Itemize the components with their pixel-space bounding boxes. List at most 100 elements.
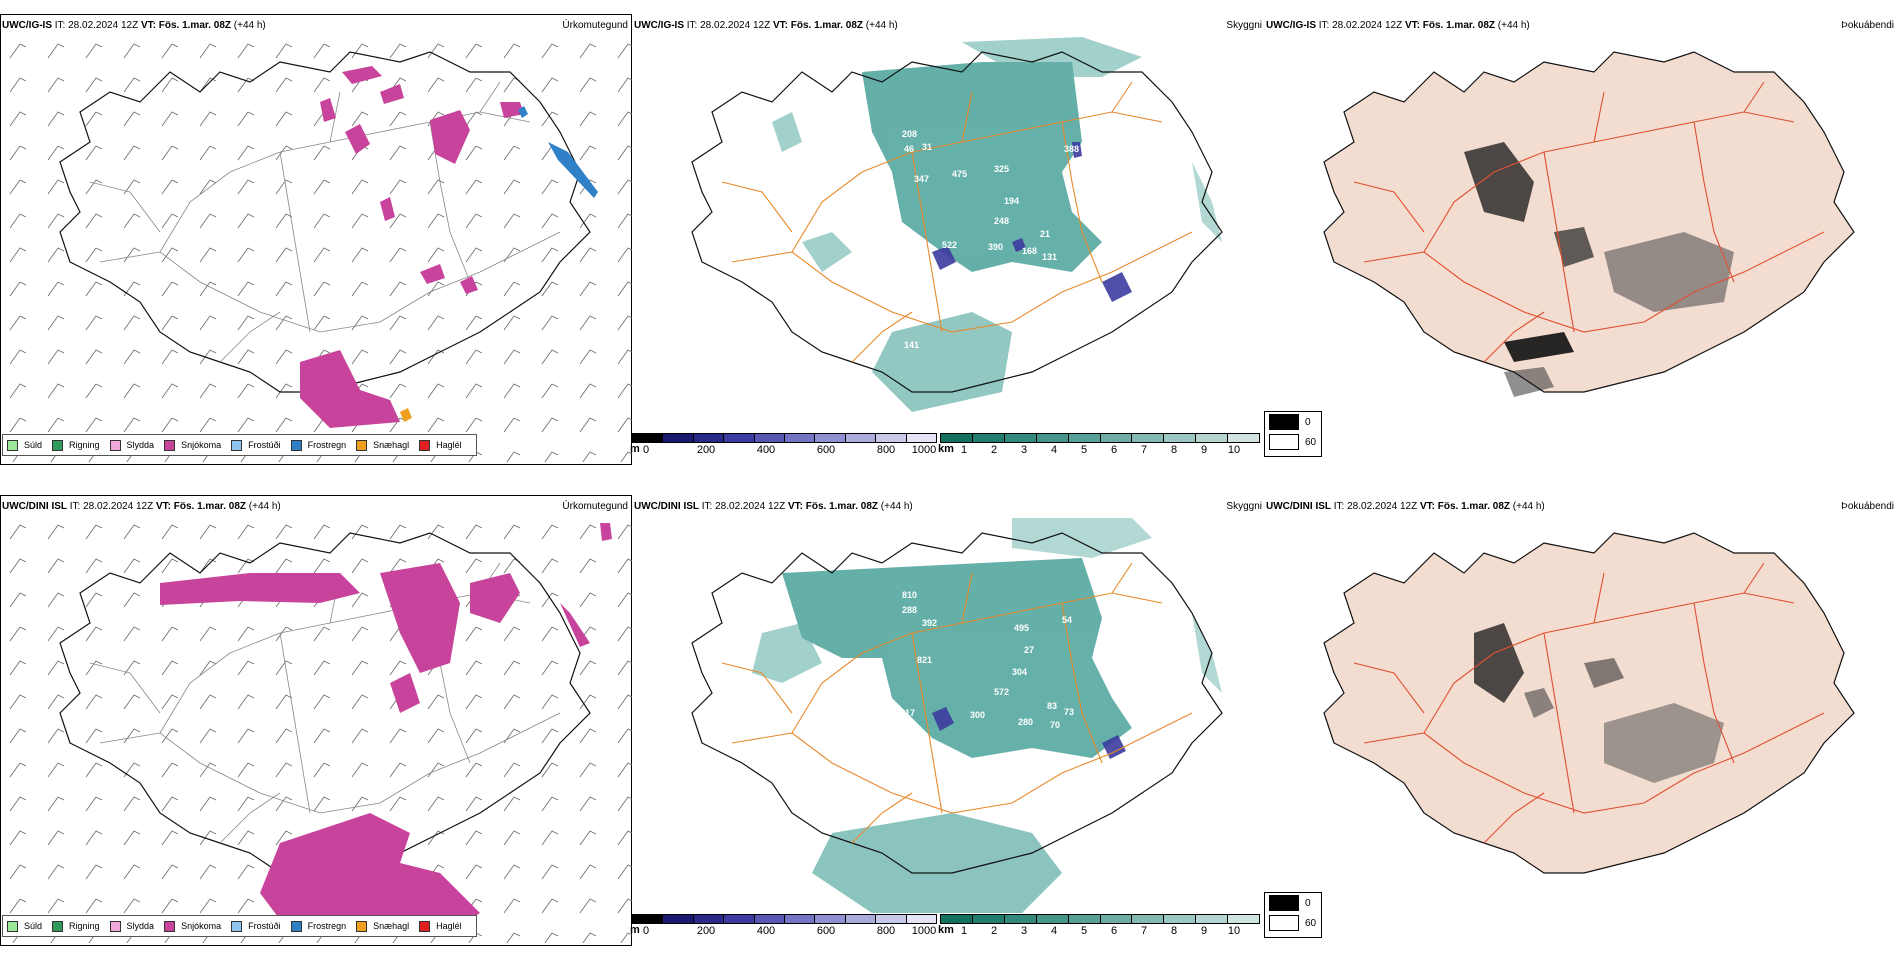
snow-pellet-area <box>400 408 412 422</box>
cloud-base-label: 347 <box>914 174 929 184</box>
cloud-base-label: 300 <box>970 710 985 720</box>
fog-legend-row: 60 <box>1265 913 1321 933</box>
fog-legend-row: 60 <box>1265 432 1321 452</box>
legend-swatch <box>231 920 243 932</box>
fog-shading <box>1464 142 1734 397</box>
cloud-base-label: 475 <box>952 169 967 179</box>
cloud-base-label: 821 <box>917 655 932 665</box>
ceiling-colorbar: m 0 200 400 600 800 1000 <box>630 914 937 948</box>
visibility-colorbar-swatches <box>940 433 1260 443</box>
cloud-base-label: 83 <box>1047 701 1057 711</box>
cloud-base-label: 248 <box>994 216 1009 226</box>
legend-item: Snjókoma <box>164 439 221 451</box>
cloud-base-label: 168 <box>1022 246 1037 256</box>
cloud-base-label: 572 <box>994 687 1009 697</box>
ceiling-ticks: 0 200 400 600 800 1000 <box>642 444 937 456</box>
panel-title: Þokuábendi <box>1841 501 1894 512</box>
cloud-base-label: 495 <box>1014 623 1029 633</box>
cloud-base-label: 21 <box>1040 229 1050 239</box>
panel-title: Þokuábendi <box>1841 20 1894 31</box>
low-visibility-areas <box>752 518 1222 913</box>
precip-type-map <box>0 513 632 943</box>
cloud-base-label: 21 <box>1009 780 1019 790</box>
panel-title: Skyggni <box>1226 20 1262 31</box>
legend-item: Snjókoma <box>164 920 221 932</box>
ceiling-unit: m <box>630 924 640 936</box>
precip-type-panel-bottom: UWC/DINI ISL IT: 28.02.2024 12Z VT: Fös.… <box>0 495 632 960</box>
legend-item: Snæhagl <box>356 920 409 932</box>
visibility-ticks: 1 2 3 4 5 6 7 8 9 10 <box>960 444 1241 456</box>
legend-swatch <box>290 920 302 932</box>
visibility-ticks: 1 2 3 4 5 6 7 8 9 10 <box>960 925 1241 937</box>
legend-swatch <box>356 439 368 451</box>
cloud-base-label: 810 <box>902 590 917 600</box>
fog-indicator-panel-top: UWC/IG-IS IT: 28.02.2024 12Z VT: Fös. 1.… <box>1264 14 1896 479</box>
cloud-base-label: 280 <box>1018 717 1033 727</box>
fog-legend-row: 0 <box>1265 412 1321 432</box>
panel-header: UWC/DINI ISL IT: 28.02.2024 12Z VT: Fös.… <box>1266 501 1545 512</box>
cloud-base-label: 821 <box>842 670 857 680</box>
fog-indicator-panel-bottom: UWC/DINI ISL IT: 28.02.2024 12Z VT: Fös.… <box>1264 495 1896 960</box>
low-ceiling-areas <box>932 142 1132 302</box>
legend-swatch <box>419 439 431 451</box>
cloud-base-label: 390 <box>988 242 1003 252</box>
legend-swatch <box>109 439 121 451</box>
legend-item: Slydda <box>109 439 154 451</box>
cloud-base-label: 304 <box>1012 667 1027 677</box>
legend-swatch <box>7 920 18 932</box>
legend-swatch <box>7 439 18 451</box>
legend-item: Haglél <box>419 439 462 451</box>
fog-indicator-legend: 0 60 <box>1264 411 1322 457</box>
legend-swatch <box>356 920 368 932</box>
ceiling-colorbar-swatches <box>632 433 937 443</box>
precip-type-legend: Súld Rigning Slydda Snjókoma Frostúði Fr… <box>2 434 477 456</box>
legend-item: Frostregn <box>290 439 346 451</box>
cloud-base-label: 194 <box>1004 196 1019 206</box>
legend-item: Snæhagl <box>356 439 409 451</box>
fog-legend-swatch <box>1269 434 1299 450</box>
freezing-rain-areas <box>518 106 598 198</box>
precip-type-legend: Súld Rigning Slydda Snjókoma Frostúði Fr… <box>2 915 477 937</box>
cloud-base-label: 56 <box>904 234 914 244</box>
legend-item: Frostúði <box>231 920 281 932</box>
fog-indicator-map <box>1264 32 1896 397</box>
fog-legend-swatch <box>1269 895 1299 911</box>
snowfall-areas <box>300 66 524 428</box>
cloud-base-label: 73 <box>1064 707 1074 717</box>
cloud-base-label: 31 <box>922 142 932 152</box>
legend-item: Rigning <box>52 920 100 932</box>
fog-shading <box>1474 623 1724 783</box>
legend-item: Rigning <box>52 439 100 451</box>
ceiling-colorbar-swatches <box>632 914 937 924</box>
cloud-base-label: 257 <box>844 703 859 713</box>
cloud-base-label: 217 <box>900 708 915 718</box>
legend-swatch <box>164 920 176 932</box>
visibility-panel-bottom: UWC/DINI ISL IT: 28.02.2024 12Z VT: Fös.… <box>632 495 1264 960</box>
panel-header: UWC/IG-IS IT: 28.02.2024 12Z VT: Fös. 1.… <box>1266 20 1530 31</box>
precip-type-map <box>0 32 632 462</box>
fog-indicator-legend: 0 60 <box>1264 892 1322 938</box>
legend-swatch <box>231 439 243 451</box>
visibility-colorbar: km 1 2 3 4 5 6 7 8 9 10 <box>938 914 1260 948</box>
legend-swatch <box>290 439 302 451</box>
legend-item: Súld <box>7 439 42 451</box>
panel-header: UWC/DINI ISL IT: 28.02.2024 12Z VT: Fös.… <box>634 501 913 512</box>
legend-swatch <box>419 920 431 932</box>
legend-item: Frostregn <box>290 920 346 932</box>
visibility-unit: km <box>938 924 954 936</box>
cloud-base-label: 141 <box>904 340 919 350</box>
panel-title: Úrkomutegund <box>562 20 628 31</box>
legend-item: Súld <box>7 920 42 932</box>
cloud-base-label: 392 <box>922 618 937 628</box>
legend-swatch <box>109 920 121 932</box>
panel-header: UWC/DINI ISL IT: 28.02.2024 12Z VT: Fös.… <box>2 501 281 512</box>
legend-item: Frostúði <box>231 439 281 451</box>
panel-header: UWC/IG-IS IT: 28.02.2024 12Z VT: Fös. 1.… <box>634 20 898 31</box>
cloud-base-label: 20 <box>842 229 852 239</box>
panel-header: UWC/IG-IS IT: 28.02.2024 12Z VT: Fös. 1.… <box>2 20 266 31</box>
cloud-base-label: 288 <box>902 605 917 615</box>
low-ceiling-areas <box>932 707 1126 759</box>
